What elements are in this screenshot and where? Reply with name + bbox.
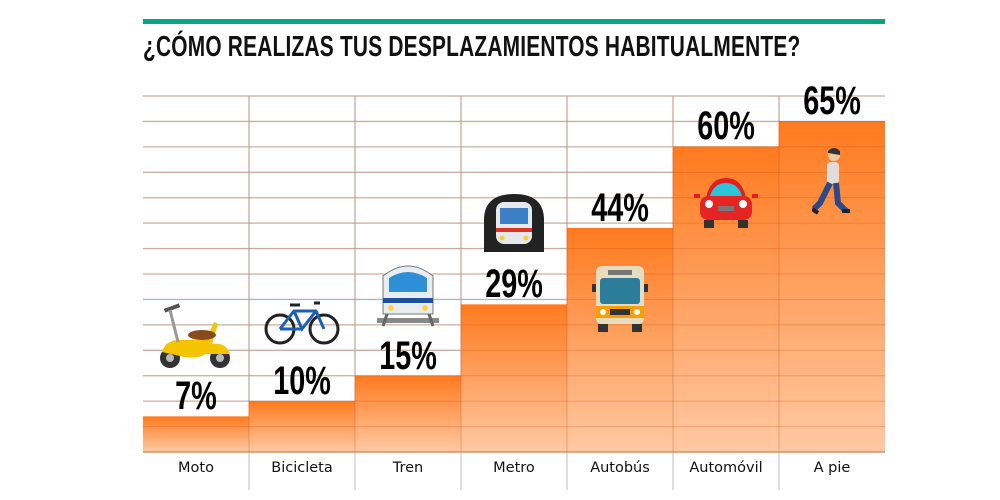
train-icon bbox=[373, 256, 443, 333]
x-tick-label: Moto bbox=[178, 460, 214, 476]
data-label-text: 10% bbox=[273, 359, 331, 404]
data-label-text: 44% bbox=[591, 185, 649, 230]
x-tick-label: A pie bbox=[813, 460, 851, 476]
bar-autobs bbox=[567, 227, 673, 452]
metro-icon bbox=[482, 192, 546, 257]
chart-title: ¿CÓMO REALIZAS TUS DESPLAZAMIENTOS HABIT… bbox=[143, 31, 801, 63]
data-label: 7% bbox=[143, 376, 249, 416]
x-tick-label: Autobús bbox=[590, 460, 650, 476]
data-label: 10% bbox=[249, 361, 355, 401]
data-label-text: 7% bbox=[175, 374, 217, 419]
bus-icon bbox=[590, 262, 650, 339]
data-label-text: 15% bbox=[379, 333, 437, 378]
bar-moto bbox=[143, 416, 249, 452]
data-label: 60% bbox=[673, 106, 779, 146]
bar-metro bbox=[461, 304, 567, 452]
x-tick-label: Automóvil bbox=[689, 460, 763, 476]
data-label-text: 29% bbox=[485, 262, 543, 307]
data-label-text: 65% bbox=[803, 79, 861, 123]
data-label: 44% bbox=[567, 188, 673, 228]
data-label: 15% bbox=[355, 336, 461, 376]
bar-tren bbox=[355, 375, 461, 452]
x-tick-label: Bicicleta bbox=[271, 460, 333, 476]
data-label-text: 60% bbox=[697, 104, 755, 149]
car-icon bbox=[692, 174, 760, 237]
header-accent-line bbox=[143, 19, 885, 24]
scooter-icon bbox=[156, 302, 236, 377]
x-tick-label: Tren bbox=[392, 460, 424, 476]
data-label: 29% bbox=[461, 264, 567, 304]
x-tick-label: Metro bbox=[493, 460, 535, 476]
pedestrian-icon bbox=[810, 147, 852, 222]
bar-bicicleta bbox=[249, 401, 355, 452]
data-label: 65% bbox=[779, 81, 885, 121]
bicycle-icon bbox=[264, 297, 340, 352]
